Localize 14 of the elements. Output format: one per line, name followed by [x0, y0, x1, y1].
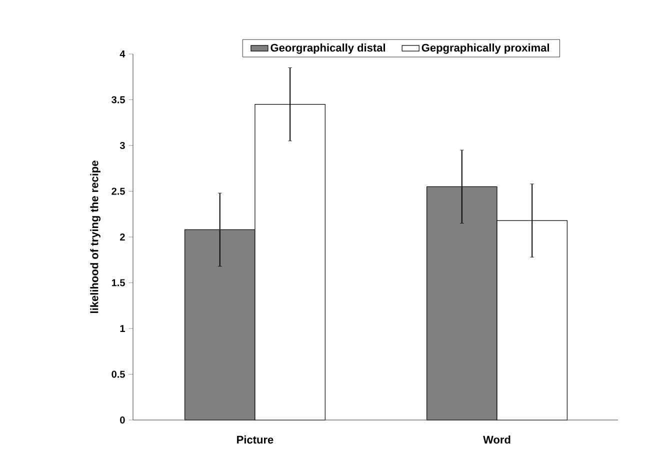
y-tick-label: 1	[120, 325, 125, 332]
y-tick-label: 0.5	[112, 370, 125, 378]
x-tick-label: Word	[483, 436, 510, 444]
y-tick-label: 2	[120, 234, 125, 240]
legend-label: Gepgraphically proximal	[422, 44, 549, 54]
x-tick-label: Picture	[237, 436, 274, 444]
y-tick-label: 2.5	[112, 188, 125, 195]
y-tick-label: 3.5	[112, 96, 125, 104]
y-axis-title: likelihood of trying the recipe	[90, 160, 100, 313]
y-tick-label: 1.5	[112, 279, 125, 286]
legend-label: Georgraphically distal	[270, 44, 386, 54]
y-tick-label: 3	[120, 142, 125, 150]
y-tick-label: 4	[120, 50, 126, 58]
y-tick-label: 0	[120, 416, 125, 424]
